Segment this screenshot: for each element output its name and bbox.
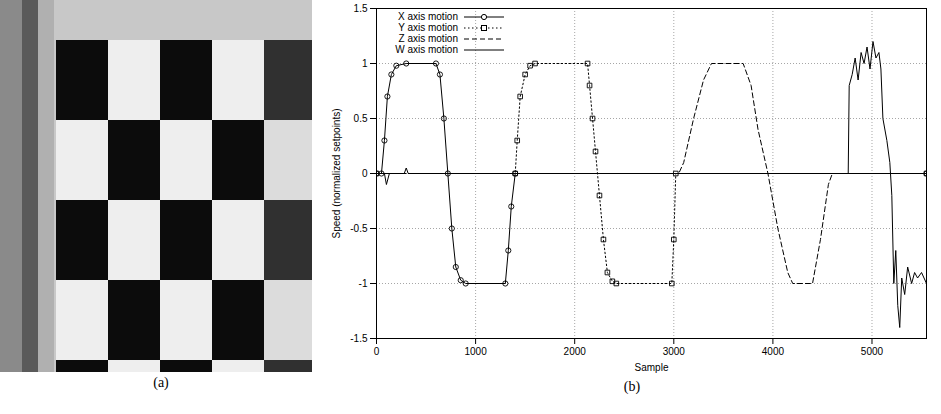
svg-text:1000: 1000 — [464, 346, 487, 357]
svg-text:3000: 3000 — [663, 346, 686, 357]
html-text:Y axis motion: Y axis motion — [398, 22, 458, 33]
svg-text:-1.5: -1.5 — [350, 333, 368, 344]
svg-text:-1: -1 — [359, 278, 368, 289]
svg-text:0.5: 0.5 — [354, 113, 368, 124]
svg-text:-0.5: -0.5 — [350, 223, 368, 234]
html-text:(a): (a) — [153, 375, 169, 390]
svg-text:1: 1 — [362, 58, 368, 69]
svg-text:Speed (normalized setpoints): Speed (normalized setpoints) — [331, 108, 342, 238]
svg-text:0: 0 — [374, 346, 380, 357]
html-text:(b): (b) — [623, 379, 641, 394]
html-text:W axis motion: W axis motion — [395, 44, 458, 55]
html-text:X axis motion: X axis motion — [398, 11, 458, 22]
html-text:Z axis motion: Z axis motion — [398, 33, 458, 44]
svg-text:1.5: 1.5 — [354, 3, 368, 14]
svg-text:4000: 4000 — [762, 346, 785, 357]
svg-text:Sample: Sample — [635, 362, 669, 373]
svg-text:2000: 2000 — [564, 346, 587, 357]
svg-text:0: 0 — [362, 168, 368, 179]
svg-text:5000: 5000 — [861, 346, 884, 357]
